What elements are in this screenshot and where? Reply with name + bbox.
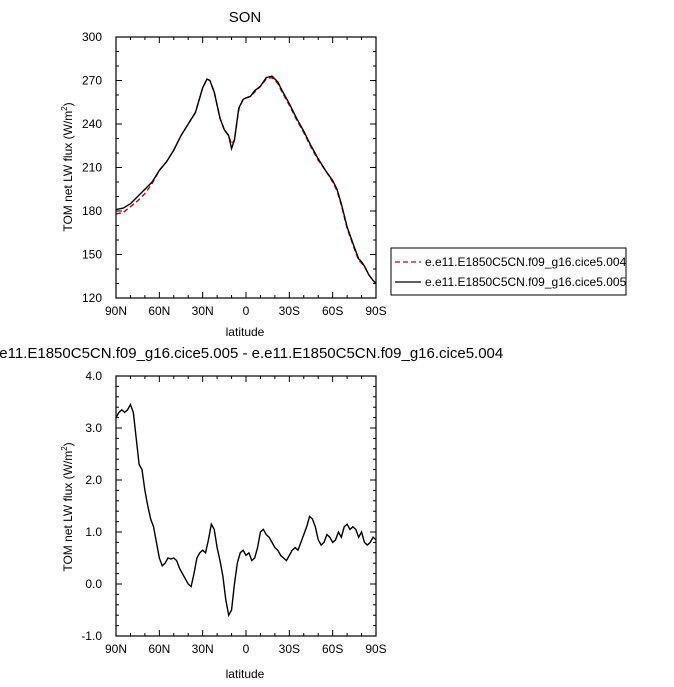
legend-entry-005: e.e11.E1850C5CN.f09_g16.cice5.005 (425, 275, 627, 289)
top-plot-area: 90N 60N 30N 0 30S 60S 90S 120 150 180 210 240 270 300 (82, 30, 387, 318)
x-tick-label-0-1: 60N (148, 304, 170, 318)
bottom-plot-area: 90N 60N 30N 0 30S 60S 90S -1.0 0.0 1.0 2.0 3.0 4.0 (81, 369, 386, 656)
bottom-y-axis-label: TOM net LW flux (W/m2) (60, 442, 75, 571)
y-tick-label-1-5: 4.0 (85, 369, 102, 383)
legend: e.e11.E1850C5CN.f09_g16.cice5.004 e.e11.… (390, 247, 627, 296)
x-tick-label-1-3: 0 (243, 642, 250, 656)
y-tick-label-1-4: 3.0 (85, 421, 102, 435)
x-tick-label-0-0: 90N (105, 304, 127, 318)
y-tick-label-0-3: 210 (82, 161, 102, 175)
series-line-0-0 (115, 76, 377, 284)
series-line-1-0 (115, 402, 377, 618)
x-tick-label-0-4: 30S (279, 304, 300, 318)
legend-entry-004: e.e11.E1850C5CN.f09_g16.cice5.004 (425, 255, 627, 269)
x-tick-label-1-6: 90S (365, 642, 386, 656)
bottom-x-axis-label: latitude (226, 667, 265, 681)
x-tick-label-1-5: 60S (322, 642, 343, 656)
x-tick-label-0-2: 30N (192, 304, 214, 318)
y-tick-label-0-2: 180 (82, 204, 102, 218)
x-tick-label-0-6: 90S (365, 304, 386, 318)
x-tick-label-1-0: 90N (105, 642, 127, 656)
x-tick-label-1-1: 60N (148, 642, 170, 656)
x-tick-label-1-2: 30N (192, 642, 214, 656)
y-tick-label-0-4: 240 (82, 117, 102, 131)
bottom-panel: e.e11.E1850C5CN.f09_g16.cice5.005 - e.e1… (0, 345, 503, 681)
plot-frame-0 (115, 36, 377, 299)
y-tick-label-0-0: 120 (82, 291, 102, 305)
y-tick-label-1-1: 0.0 (85, 577, 102, 591)
plot-frame-1 (115, 375, 377, 637)
y-tick-label-1-2: 1.0 (85, 525, 102, 539)
x-tick-label-1-4: 30S (279, 642, 300, 656)
y-tick-label-1-3: 2.0 (85, 473, 102, 487)
top-x-axis-label: latitude (226, 325, 265, 339)
top-plot-title: SON (229, 9, 262, 26)
bottom-plot-title: e.e11.E1850C5CN.f09_g16.cice5.005 - e.e1… (0, 345, 503, 362)
x-tick-label-0-5: 60S (322, 304, 343, 318)
y-tick-label-0-6: 300 (82, 30, 102, 44)
top-y-axis-label: TOM net LW flux (W/m2) (60, 102, 75, 231)
top-panel: SON 90N 60N 30N 0 30S 60S 90S 120 150 180 210 240 27… (60, 9, 387, 339)
x-tick-label-0-3: 0 (243, 304, 250, 318)
y-tick-label-1-0: -1.0 (81, 629, 102, 643)
y-tick-label-0-5: 270 (82, 74, 102, 88)
series-line-0-1 (115, 75, 377, 284)
legend-box (390, 247, 627, 296)
y-tick-label-0-1: 150 (82, 248, 102, 262)
